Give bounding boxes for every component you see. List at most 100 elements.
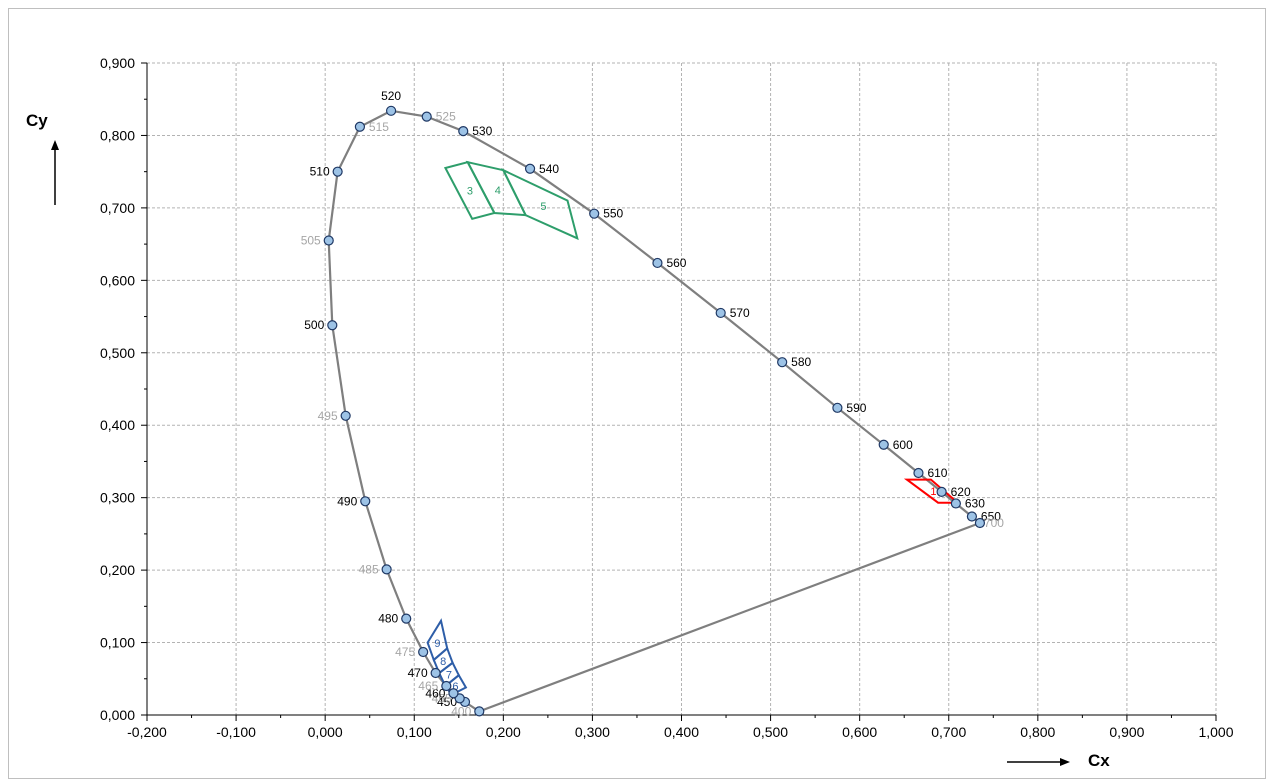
locus-point-500 [327,320,338,331]
locus-point-630 [950,498,961,509]
x-tick-label: 0,000 [308,724,343,740]
y-axis-title: Cy [26,111,48,130]
wavelength-label-400: 400 [451,704,471,718]
axis-titles: Cy Cx [26,111,1110,770]
locus-point-610 [913,467,924,479]
locus-point-650 [966,511,978,522]
locus-point-525 [421,111,432,122]
y-tick-label: 0,200 [100,562,135,578]
locus-point-600 [878,439,889,450]
x-tick-label: 0,700 [931,724,966,740]
x-tick-label: 0,900 [1109,724,1144,740]
locus-point-560 [652,257,663,269]
spectral-locus [327,109,981,713]
wavelength-label-495: 495 [318,409,338,423]
locus-point-540 [524,163,536,174]
region-7-label: 7 [446,669,452,681]
wavelength-label-510: 510 [310,165,330,179]
wavelength-label-485: 485 [359,562,379,576]
wavelength-label-550: 550 [603,207,623,221]
wavelength-label-450: 450 [437,695,457,709]
wavelength-label-515: 515 [369,120,389,134]
locus-point-550 [589,208,600,219]
locus-point-520 [385,105,397,116]
locus-point-510 [332,166,343,177]
x-tick-label: 0,500 [753,724,788,740]
axes: -0,200 -0,100 0,000 0,100 0,200 0,300 0,400 0,5… [100,55,1234,740]
wavelength-label-540: 540 [539,162,559,176]
region-5-label: 5 [540,201,546,213]
region-8-label: 8 [440,656,446,668]
locus-point-470 [430,667,441,679]
y-tick-label: 0,700 [100,200,135,216]
x-axis-title: Cx [1088,751,1110,770]
wavelength-label-530: 530 [472,124,492,138]
y-tick-label: 0,300 [100,490,135,506]
x-tick-label: 0,400 [664,724,699,740]
wavelength-label-580: 580 [791,355,811,369]
y-tick-label: 0,100 [100,635,135,651]
locus-point-620 [936,486,947,497]
y-tick-label: 0,000 [100,707,135,723]
x-tick-label: -0,200 [127,724,167,740]
locus-point-505 [323,235,334,246]
locus-point-580 [777,357,788,368]
locus-point-485 [381,564,392,575]
wavelength-label-700: 700 [984,516,1004,530]
locus-point-480 [401,613,412,624]
x-axis-arrowhead-icon [1060,758,1070,766]
locus-point-590 [832,402,843,413]
wavelength-label-460: 460 [425,686,445,700]
locus-point-490 [360,496,371,507]
region-9-outline [426,618,449,662]
x-tick-label: 0,300 [575,724,610,740]
x-tick-label: -0,100 [216,724,256,740]
wavelength-label-500: 500 [304,318,324,332]
wavelength-label-470: 470 [408,666,428,680]
wavelength-label-560: 560 [666,256,686,270]
locus-point-475 [418,646,429,658]
wavelength-label-620: 620 [951,485,971,499]
locus-curve [327,109,981,713]
y-tick-label: 0,400 [100,417,135,433]
locus-point-465 [441,680,452,692]
y-tick-label: 0,600 [100,272,135,288]
x-tick-label: 0,100 [397,724,432,740]
locus-point-570 [715,307,726,319]
region-3-label: 3 [467,186,473,198]
region-1-label: 1 [930,486,936,498]
wavelength-label-505: 505 [301,233,321,247]
x-tick-label: 0,200 [486,724,521,740]
locus-point-495 [340,410,351,421]
grid-lines [147,62,1217,715]
locus-point-700 [974,517,986,529]
wavelength-label-590: 590 [846,401,866,415]
wavelength-label-520: 520 [381,89,401,103]
x-tick-label: 1,000 [1198,724,1233,740]
wavelength-label-455: 455 [432,691,452,705]
y-tick-label: 0,900 [100,55,135,71]
x-tick-label: 0,600 [842,724,877,740]
y-tick-label: 0,800 [100,127,135,143]
wavelength-label-480: 480 [378,612,398,626]
y-axis-arrowhead-icon [51,140,59,150]
wavelength-label-490: 490 [337,494,357,508]
y-tick-label: 0,500 [100,345,135,361]
wavelength-label-570: 570 [730,306,750,320]
wavelength-label-630: 630 [965,496,985,510]
locus-point-400 [474,706,485,717]
wavelength-label-610: 610 [927,466,947,480]
chart-frame [8,8,1266,779]
wavelength-label-465: 465 [418,679,438,693]
locus-point-515 [354,121,366,132]
locus-point-460 [448,688,459,699]
region-5-outline [501,168,579,241]
x-tick-label: 0,800 [1020,724,1055,740]
wavelength-label-475: 475 [395,645,415,659]
region-9-label: 9 [434,638,440,650]
wavelength-label-650: 650 [981,510,1001,524]
locus-points: 4004504554604654704754804854904955005055… [301,89,1005,719]
region-4-label: 4 [495,185,501,197]
